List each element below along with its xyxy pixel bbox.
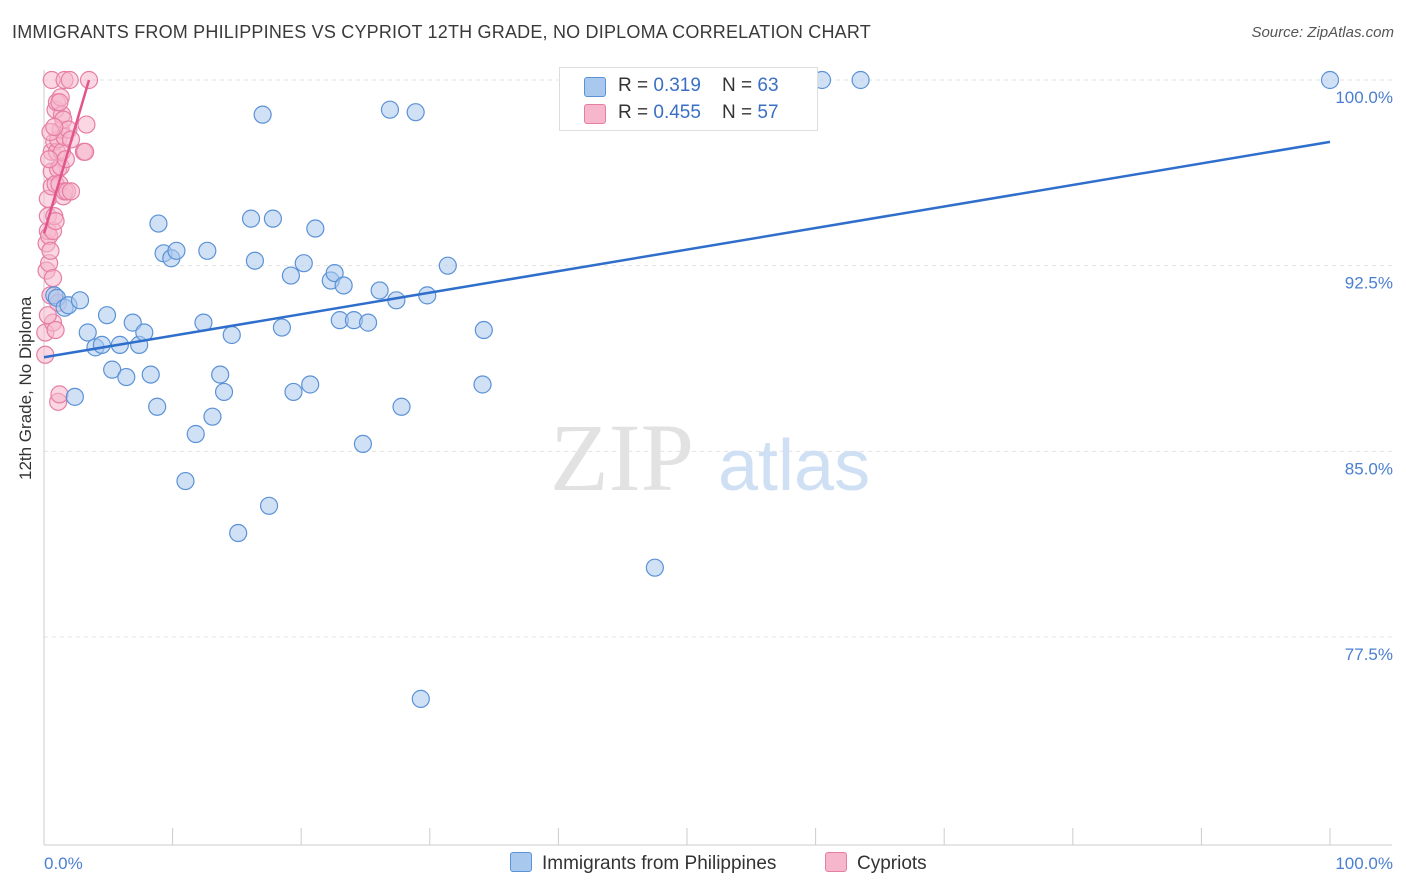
x-tick-label-max: 100.0% — [1335, 854, 1393, 873]
philippines-point — [211, 365, 230, 384]
philippines-point — [241, 209, 261, 228]
tick-labels: 100.0% 92.5% 85.0% 77.5% 0.0% 100.0% — [44, 88, 1393, 873]
philippines-point — [149, 214, 168, 233]
legend-swatch-blue — [584, 77, 606, 97]
philippines-point — [245, 251, 265, 270]
philippines-point — [263, 209, 283, 228]
philippines-point — [1320, 70, 1340, 90]
philippines-point — [306, 219, 325, 238]
cypriots-points — [36, 70, 99, 411]
philippines-point — [148, 397, 167, 416]
n-value-cypriots: 57 — [757, 102, 779, 123]
cypriots-point — [38, 306, 57, 325]
philippines-point — [272, 318, 292, 337]
legend-label-philippines: Immigrants from Philippines — [542, 853, 777, 874]
philippines-point — [645, 558, 664, 577]
philippines-point — [473, 375, 492, 394]
philippines-point — [65, 387, 84, 406]
x-tick-label-min: 0.0% — [44, 854, 83, 873]
r-label: R = — [618, 75, 654, 96]
philippines-point — [92, 335, 111, 354]
philippines-point — [97, 306, 117, 325]
philippines-point — [325, 263, 344, 283]
cypriots-point — [50, 385, 69, 404]
n-label: N = — [722, 102, 758, 123]
philippines-point — [186, 424, 205, 444]
y-tick-label: 77.5% — [1345, 645, 1393, 664]
philippines-point — [438, 256, 457, 275]
cypriots-point — [60, 70, 79, 90]
philippines-point — [294, 254, 313, 273]
philippines-point — [358, 313, 378, 332]
y-tick-label: 100.0% — [1335, 88, 1393, 107]
grid-lines — [44, 79, 1392, 638]
philippines-point — [253, 105, 272, 124]
philippines-point — [411, 689, 430, 708]
philippines-point — [301, 375, 320, 394]
philippines-trend-line — [43, 140, 1331, 359]
cypriots-point — [43, 268, 63, 288]
philippines-point — [176, 471, 195, 491]
legend-swatch-pink — [584, 104, 606, 124]
y-tick-label: 85.0% — [1345, 459, 1393, 478]
philippines-point — [78, 323, 97, 342]
source-note: Source: ZipAtlas.com — [1251, 24, 1394, 41]
philippines-point — [281, 266, 301, 285]
philippines-point — [474, 320, 493, 340]
chart-title: IMMIGRANTS FROM PHILIPPINES VS CYPRIOT 1… — [12, 22, 871, 42]
philippines-point — [203, 407, 222, 426]
r-value-philippines: 0.319 — [653, 75, 701, 96]
correlation-legend: R = 0.319 N = 63 R = 0.455 N = 57 — [559, 67, 818, 131]
philippines-point — [334, 276, 353, 295]
y-tick-label: 92.5% — [1345, 274, 1393, 293]
n-value-philippines: 63 — [757, 75, 779, 96]
cypriots-point — [40, 150, 59, 169]
philippines-points — [45, 70, 1340, 708]
legend-item-philippines: Immigrants from Philippines — [510, 852, 776, 876]
philippines-point — [353, 434, 373, 454]
cypriots-point — [45, 117, 64, 137]
r-label: R = — [618, 102, 654, 123]
cypriots-point — [76, 142, 95, 161]
cypriots-point — [61, 182, 81, 201]
philippines-point — [117, 367, 136, 387]
cypriots-trend-line — [42, 79, 91, 234]
cypriots-point — [77, 115, 96, 134]
legend-swatch-pink — [825, 852, 847, 872]
philippines-point — [851, 70, 870, 90]
legend-item-cypriots: Cypriots — [825, 852, 927, 876]
n-label: N = — [722, 75, 758, 96]
r-value-cypriots: 0.455 — [653, 102, 701, 123]
axes — [43, 70, 1392, 846]
cypriots-point — [50, 93, 69, 112]
philippines-point — [123, 313, 142, 332]
philippines-point — [198, 241, 217, 260]
philippines-point — [167, 241, 186, 260]
philippines-point — [370, 281, 389, 300]
philippines-point — [380, 100, 400, 119]
cypriots-point — [46, 320, 65, 340]
philippines-point — [392, 397, 411, 416]
legend-swatch-blue — [510, 852, 532, 872]
trend-lines — [42, 79, 1331, 359]
philippines-point — [103, 360, 122, 379]
philippines-point — [141, 365, 160, 384]
philippines-point — [70, 291, 90, 310]
watermark-atlas: atlas — [718, 426, 870, 506]
philippines-point — [214, 382, 234, 402]
philippines-point — [222, 325, 241, 345]
philippines-point — [406, 103, 425, 122]
philippines-point — [284, 382, 303, 402]
philippines-point — [229, 523, 248, 543]
legend-label-cypriots: Cypriots — [857, 853, 927, 874]
cypriots-point — [41, 241, 60, 260]
philippines-point — [259, 496, 279, 515]
philippines-point — [418, 286, 437, 305]
watermark-zip: ZIP — [550, 404, 694, 511]
